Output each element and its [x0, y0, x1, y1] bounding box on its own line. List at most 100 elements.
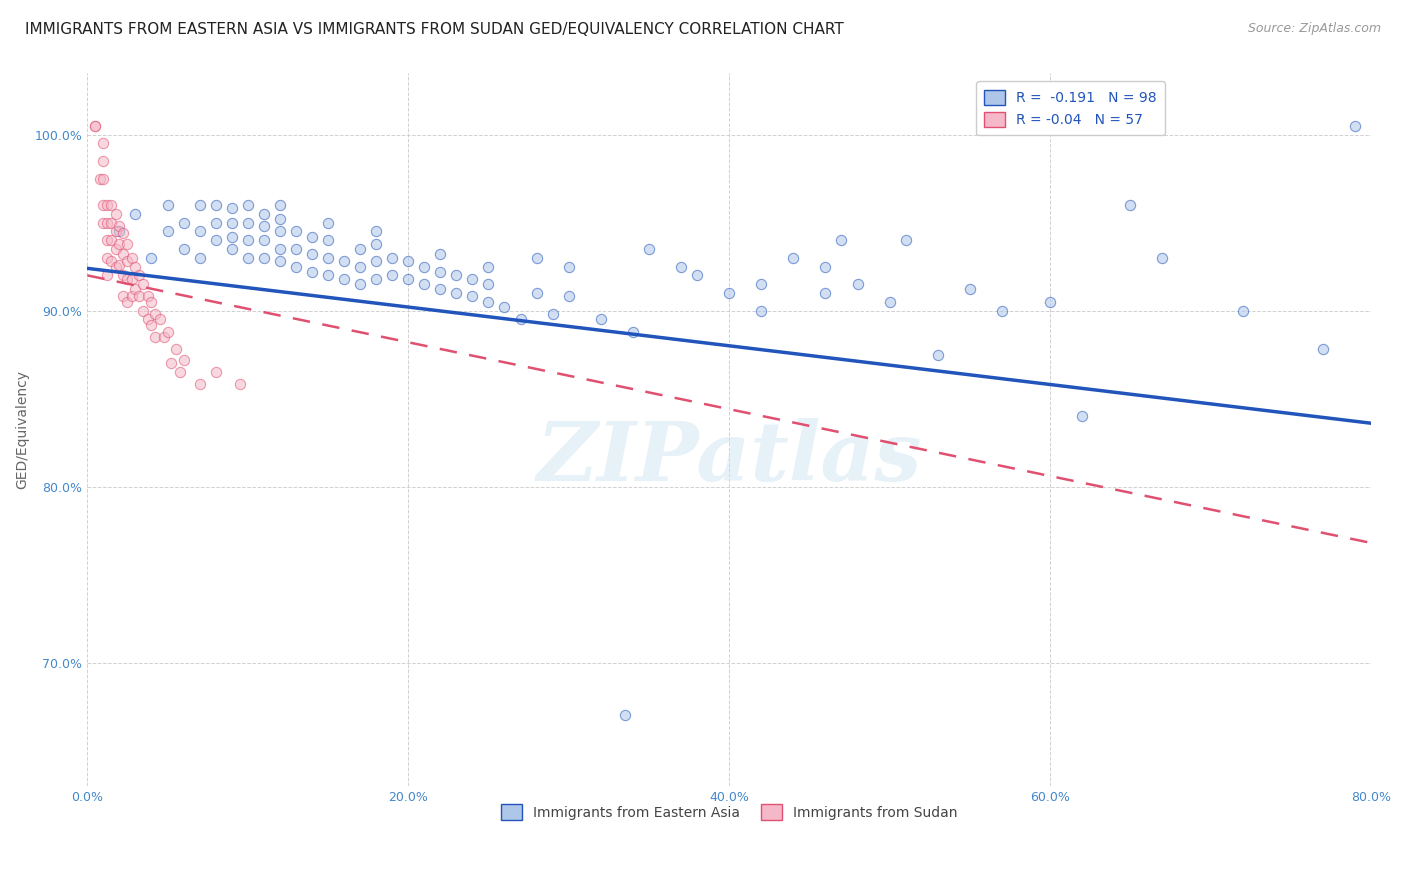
Point [301, 229, 323, 244]
Point [236, 198, 259, 212]
Point [541, 307, 564, 321]
Point [121, 272, 143, 286]
Point [96, 233, 118, 247]
Point [413, 260, 436, 274]
Point [132, 303, 155, 318]
Point [253, 251, 276, 265]
Point [204, 233, 226, 247]
Point [105, 207, 128, 221]
Point [253, 207, 276, 221]
Point [284, 260, 307, 274]
Y-axis label: GED/Equivalency: GED/Equivalency [15, 370, 30, 489]
Point [301, 265, 323, 279]
Point [124, 283, 146, 297]
Point [1232, 303, 1254, 318]
Point [429, 247, 451, 261]
Point [509, 312, 531, 326]
Point [141, 318, 163, 332]
Point [446, 268, 468, 283]
Point [105, 224, 128, 238]
Point [128, 268, 150, 283]
Point [381, 251, 404, 265]
Point [105, 242, 128, 256]
Point [381, 268, 404, 283]
Point [236, 216, 259, 230]
Point [173, 216, 195, 230]
Point [143, 307, 166, 321]
Point [269, 198, 291, 212]
Point [128, 289, 150, 303]
Point [1312, 343, 1334, 357]
Point [100, 254, 122, 268]
Point [84, 119, 107, 133]
Point [749, 303, 772, 318]
Point [879, 294, 901, 309]
Point [165, 343, 187, 357]
Point [269, 224, 291, 238]
Point [105, 260, 128, 274]
Point [333, 254, 356, 268]
Point [124, 207, 146, 221]
Point [333, 272, 356, 286]
Point [91, 216, 114, 230]
Point [169, 365, 191, 379]
Point [229, 377, 252, 392]
Point [366, 272, 388, 286]
Point [253, 219, 276, 233]
Point [108, 258, 131, 272]
Point [84, 119, 107, 133]
Point [108, 219, 131, 233]
Point [111, 268, 134, 283]
Point [96, 216, 118, 230]
Point [349, 260, 371, 274]
Point [204, 216, 226, 230]
Point [477, 260, 499, 274]
Point [221, 202, 243, 216]
Point [111, 226, 134, 240]
Point [638, 242, 661, 256]
Point [117, 236, 139, 251]
Point [526, 285, 548, 300]
Text: ZIPatlas: ZIPatlas [537, 417, 922, 498]
Point [316, 216, 339, 230]
Point [100, 198, 122, 212]
Point [141, 294, 163, 309]
Point [111, 247, 134, 261]
Point [117, 294, 139, 309]
Point [557, 289, 579, 303]
Point [100, 216, 122, 230]
Point [156, 224, 179, 238]
Point [613, 708, 636, 723]
Point [124, 260, 146, 274]
Point [1152, 251, 1174, 265]
Point [991, 303, 1014, 318]
Point [1071, 409, 1094, 424]
Point [132, 277, 155, 292]
Point [446, 285, 468, 300]
Point [188, 377, 211, 392]
Point [156, 198, 179, 212]
Point [96, 268, 118, 283]
Point [236, 233, 259, 247]
Point [173, 242, 195, 256]
Point [136, 289, 159, 303]
Point [284, 224, 307, 238]
Legend: Immigrants from Eastern Asia, Immigrants from Sudan: Immigrants from Eastern Asia, Immigrants… [495, 799, 963, 825]
Point [159, 356, 181, 370]
Point [108, 236, 131, 251]
Point [269, 242, 291, 256]
Point [814, 285, 837, 300]
Point [413, 277, 436, 292]
Point [221, 229, 243, 244]
Point [156, 325, 179, 339]
Point [204, 198, 226, 212]
Point [396, 272, 419, 286]
Point [221, 216, 243, 230]
Point [91, 136, 114, 151]
Point [846, 277, 869, 292]
Point [429, 265, 451, 279]
Point [349, 242, 371, 256]
Point [718, 285, 741, 300]
Point [686, 268, 709, 283]
Point [188, 198, 211, 212]
